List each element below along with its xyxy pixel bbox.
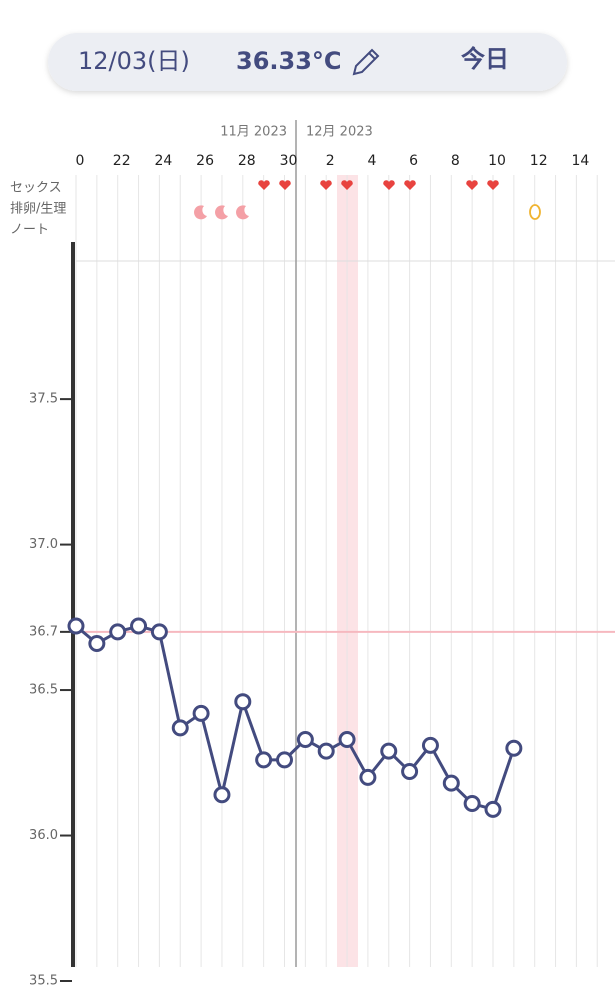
temperature-point (296, 731, 314, 749)
date[interactable]: 12/03(日) (78, 47, 190, 75)
temperature-point (317, 742, 335, 760)
temperature-point (109, 623, 127, 641)
temperature-point (359, 768, 377, 786)
temperature-point (171, 719, 189, 737)
x-tick-label: 22 (113, 153, 131, 169)
x-tick-label: 8 (451, 153, 460, 169)
y-tick-label: 35.5 (29, 974, 58, 989)
month-label: 11月 2023 (220, 125, 287, 140)
today-button[interactable]: 今日 (461, 45, 509, 73)
y-tick-label: 37.0 (29, 537, 58, 552)
temperature-point (463, 795, 481, 813)
moon-icon (194, 205, 207, 220)
temperature[interactable]: 36.33°C (236, 47, 342, 75)
heart-icon (258, 180, 270, 190)
x-tick-label: 14 (571, 153, 589, 169)
x-tick-label: 0 (76, 153, 85, 169)
header-pill (48, 33, 567, 91)
moon-icon (215, 205, 228, 220)
heart-icon (341, 180, 353, 190)
month-label: 12月 2023 (306, 125, 373, 140)
x-tick-label: 2 (326, 153, 335, 169)
heart-icon (466, 180, 478, 190)
y-tick-label: 36.5 (29, 683, 58, 698)
row-label: セックス (10, 181, 62, 196)
x-tick-label: 4 (367, 153, 376, 169)
heart-icon (320, 180, 332, 190)
y-tick-label: 37.5 (29, 392, 58, 407)
x-tick-label: 30 (280, 153, 298, 169)
temperature-point (421, 736, 439, 754)
edit-icon[interactable] (352, 48, 380, 76)
temperature-line (75, 624, 516, 812)
temperature-point (213, 786, 231, 804)
y-tick-label: 36.0 (29, 828, 58, 843)
temperature-point (401, 763, 419, 781)
temperature-point (192, 704, 210, 722)
temperature-point (88, 635, 106, 653)
temperature-point (380, 742, 398, 760)
temperature-point (130, 617, 148, 635)
moon-icon (236, 205, 249, 220)
temperature-point (255, 751, 273, 769)
temperature-point (442, 774, 460, 792)
x-tick-label: 26 (196, 153, 214, 169)
heart-icon (279, 180, 291, 190)
temperature-point (505, 739, 523, 757)
ovulation-icon (529, 204, 541, 220)
temperature-point (67, 617, 85, 635)
temperature-point (150, 623, 168, 641)
temperature-point (234, 693, 252, 711)
row-label: ノート (10, 223, 49, 238)
x-tick-label: 10 (488, 153, 506, 169)
period-icons (194, 205, 249, 220)
x-tick-label: 6 (409, 153, 418, 169)
heart-icon (383, 180, 395, 190)
heart-icon (487, 180, 499, 190)
temperature-point (484, 800, 502, 818)
heart-icon (404, 180, 416, 190)
y-tick-label: 36.7 (29, 624, 58, 639)
temperature-point (338, 731, 356, 749)
sex-icons (258, 180, 499, 190)
row-label: 排卵/生理 (10, 202, 66, 217)
x-tick-label: 12 (530, 153, 548, 169)
temperature-point (276, 751, 293, 769)
x-tick-label: 24 (154, 153, 172, 169)
x-tick-label: 28 (238, 153, 256, 169)
